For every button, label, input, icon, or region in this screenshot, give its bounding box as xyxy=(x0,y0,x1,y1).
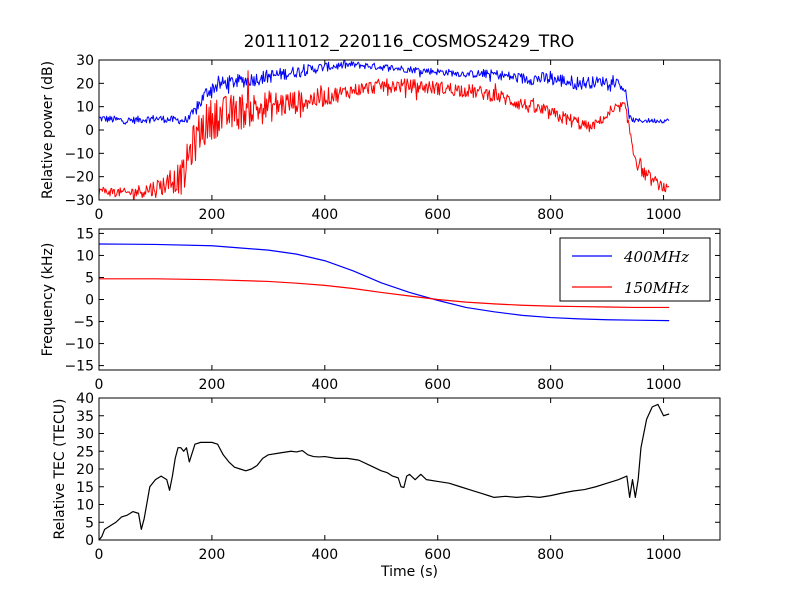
frequency-ytick-label: 0 xyxy=(85,293,94,309)
frequency-xtick-label: 800 xyxy=(537,377,564,393)
legend-label-0: 400MHz xyxy=(623,248,689,266)
power-series-1-line xyxy=(99,70,670,200)
tec-ytick-label: 40 xyxy=(76,391,94,407)
tec-ytick-label: 25 xyxy=(76,444,94,460)
power-ytick-label: −10 xyxy=(64,146,94,162)
frequency-ylabel: Frequency (kHz) xyxy=(40,243,56,357)
tec-ytick-label: 0 xyxy=(85,533,94,549)
power-ytick-label: 10 xyxy=(76,100,94,116)
frequency-xtick-label: 200 xyxy=(199,377,226,393)
legend-label-1: 150MHz xyxy=(624,279,689,297)
frequency-series-0-line xyxy=(99,243,670,322)
frequency-xtick-label: 400 xyxy=(311,377,338,393)
legend-box xyxy=(559,237,711,302)
frequency-xtick-label: 0 xyxy=(95,377,104,393)
tec-ytick-label: 20 xyxy=(76,462,94,478)
power-ytick-label: −20 xyxy=(64,170,94,186)
frequency-xtick-label: 600 xyxy=(424,377,451,393)
power-ylabel: Relative power (dB) xyxy=(40,61,56,199)
panels: 0 200 400 600 800 1000−30−20−100102030Relativ… xyxy=(40,53,721,580)
power-series-0-line xyxy=(99,60,670,125)
tec-ytick-label: 30 xyxy=(76,427,94,443)
power-xtick-label: 0 xyxy=(95,207,104,223)
tec-xtick-label: 0 xyxy=(95,547,104,563)
tec-axes-frame xyxy=(98,397,721,541)
tec-ytick-label: 10 xyxy=(76,498,94,514)
tec-xtick-label: 600 xyxy=(424,547,451,563)
tec-xtick-label: 200 xyxy=(199,547,226,563)
power-panel: 0 200 400 600 800 1000 −30 −20 −10 0 10 20 30 Relativ… xyxy=(40,53,721,223)
tec-ytick-label: 35 xyxy=(76,409,94,425)
frequency-legend: 400MHz 150MHz xyxy=(559,237,711,302)
frequency-xtick-label: 1000 xyxy=(646,377,682,393)
power-xtick-label: 400 xyxy=(311,207,338,223)
frequency-series-1-line xyxy=(99,278,670,309)
tec-panel: 0 200 400 600 800 10000510152025303540Relativ… xyxy=(52,391,721,580)
tec-series-0-line xyxy=(99,403,670,540)
power-axes-frame xyxy=(98,59,721,201)
frequency-ytick-label: 5 xyxy=(85,270,94,286)
frequency-series-group xyxy=(99,243,670,322)
frequency-ytick-label: −5 xyxy=(73,315,94,331)
frequency-panel: 0 200 400 600 800 1000 −15 −10 −5 0 5 10 15 Frequency… xyxy=(40,226,721,393)
tec-xtick-label: 1000 xyxy=(646,547,682,563)
power-ytick-label: −30 xyxy=(64,193,94,209)
tec-xtick-label: 800 xyxy=(537,547,564,563)
power-xtick-label: 800 xyxy=(537,207,564,223)
frequency-ytick-label: 15 xyxy=(76,226,94,242)
frequency-ytick-label: −10 xyxy=(64,337,94,353)
power-xtick-label: 200 xyxy=(199,207,226,223)
frequency-ytick-label: −15 xyxy=(64,359,94,375)
power-ytick-label: 20 xyxy=(76,76,94,92)
power-xtick-label: 600 xyxy=(424,207,451,223)
power-ytick-label: 0 xyxy=(85,123,94,139)
frequency-ytick-label: 10 xyxy=(76,248,94,264)
power-xtick-label: 1000 xyxy=(646,207,682,223)
tec-xtick-label: 400 xyxy=(311,547,338,563)
tec-xlabel: Time (s) xyxy=(380,564,438,580)
tec-ytick-label: 5 xyxy=(85,515,94,531)
tec-ytick-label: 15 xyxy=(76,480,94,496)
power-ytick-label: 30 xyxy=(76,53,94,69)
tec-ylabel: Relative TEC (TECU) xyxy=(52,399,68,540)
power-series-group xyxy=(99,60,670,200)
tec-series-group xyxy=(99,403,670,540)
figure-title: 20111012_220116_COSMOS2429_TRO xyxy=(244,32,575,52)
